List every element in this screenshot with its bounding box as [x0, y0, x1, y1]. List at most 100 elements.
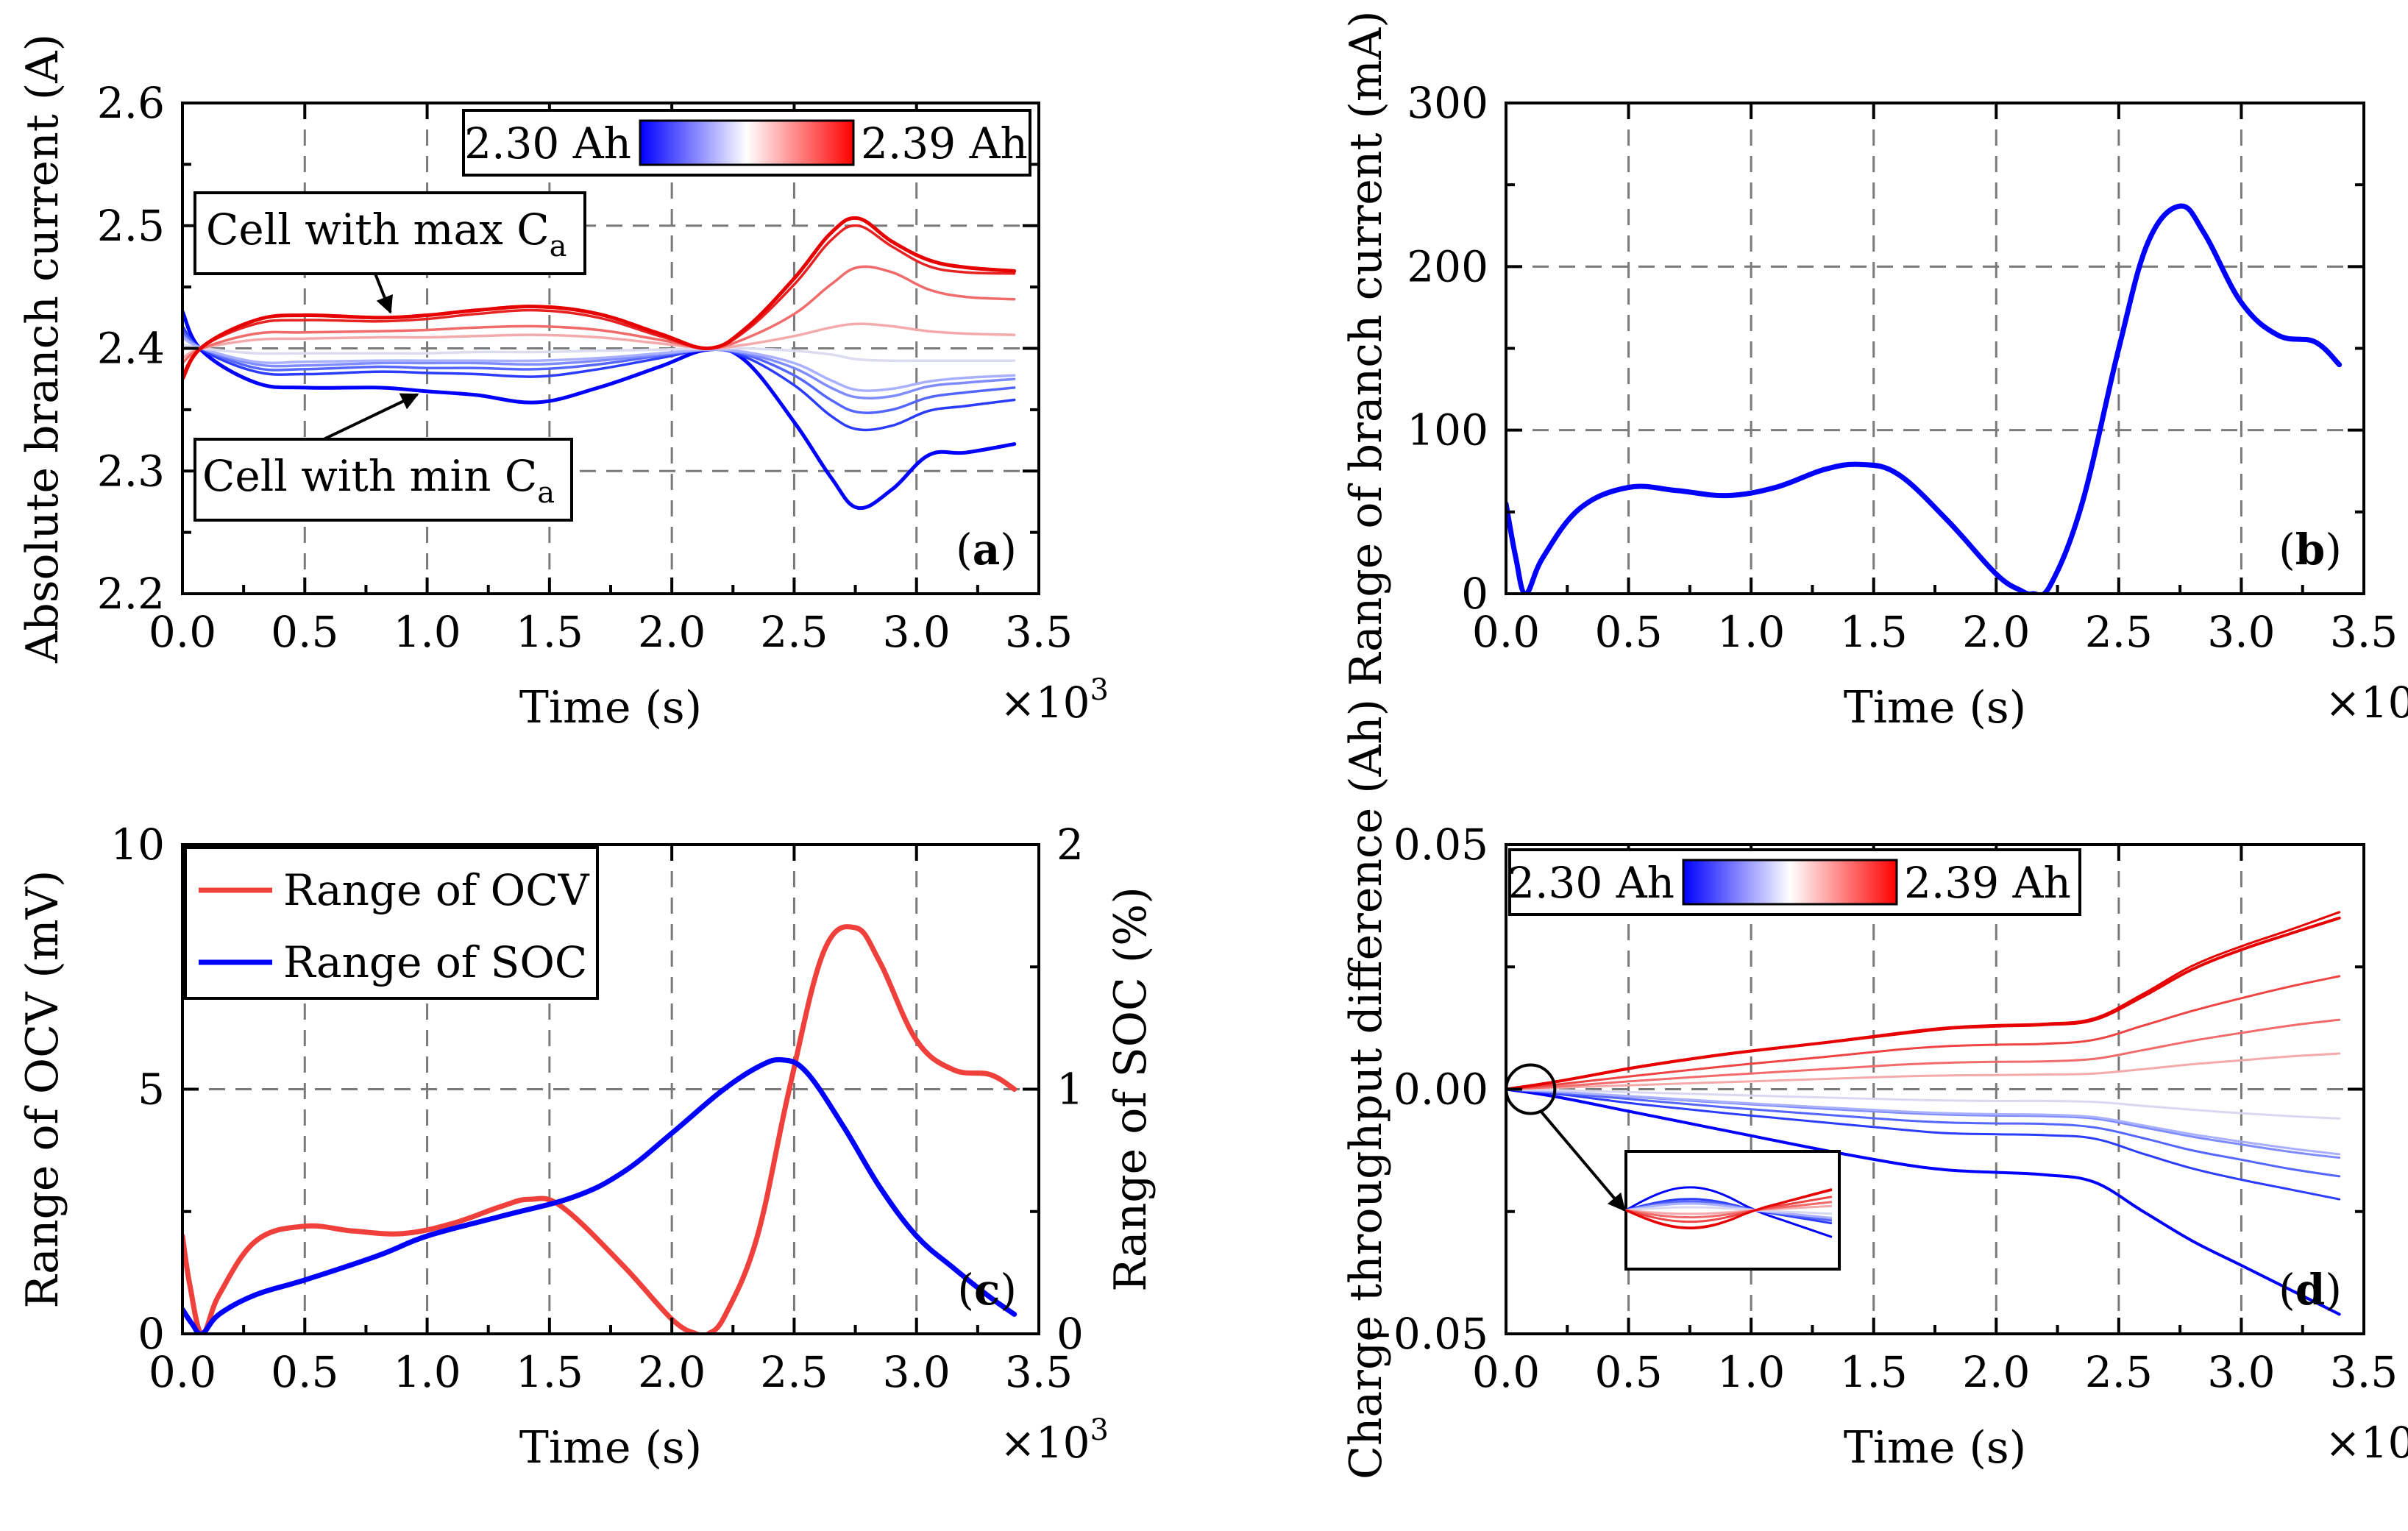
series-line-cell-6 [1506, 1088, 2341, 1120]
y-tick-label: 10 [110, 820, 165, 870]
x-tick-label: 0.0 [1472, 607, 1540, 657]
colorbar-min-label: 2.30 Ah [1507, 858, 1674, 908]
inset-series-line [1625, 1186, 1833, 1238]
series-line-range-of-ocv [182, 924, 1017, 1334]
annotation-max-text: Cell with max Ca [206, 205, 567, 263]
x-tick-label: 1.5 [516, 607, 583, 657]
x-tick-label: 1.5 [1840, 607, 1908, 657]
colorbar-min-label: 2.30 Ah [464, 118, 631, 168]
panel-label: (a) [956, 525, 1017, 575]
x-tick-label: 2.5 [2085, 607, 2153, 657]
inset-series-line [1625, 1206, 1833, 1215]
y-tick-label: 2.2 [97, 569, 165, 619]
x-tick-label: 2.5 [760, 1347, 828, 1397]
y-tick-label: 2.6 [97, 78, 165, 128]
inset-series-line [1625, 1196, 1833, 1223]
x-tick-label: 3.5 [1005, 607, 1073, 657]
zoom-inset [1624, 1150, 1841, 1271]
y-tick-label: 100 [1407, 405, 1488, 455]
colorbar-max-label: 2.39 Ah [861, 118, 1028, 168]
legend-box [184, 846, 599, 1000]
inset-series-line [1625, 1202, 1833, 1219]
x-tick-label: 0.5 [1594, 1347, 1662, 1397]
x-tick-label: 2.5 [760, 607, 828, 657]
y-tick-label: 0.00 [1393, 1065, 1488, 1115]
x-tick-label: 1.0 [1717, 607, 1785, 657]
x-tick-label: 2.0 [1962, 607, 2030, 657]
x-axis-multiplier: ×103 [1000, 673, 1109, 728]
y-axis-label: Range of OCV (mV) [17, 870, 68, 1309]
x-axis-multiplier: ×103 [2325, 1413, 2408, 1468]
x-tick-label: 1.0 [393, 1347, 461, 1397]
y-tick-label: 0 [1461, 569, 1488, 619]
series-line-cell-6 [182, 343, 1016, 363]
y-tick-label: −0.05 [1357, 1309, 1488, 1359]
y-axis-label: Absolute branch current (A) [17, 34, 68, 664]
series-line-cell-8 [182, 265, 1016, 365]
annotation-max-box [193, 191, 586, 275]
series-line-cell-5 [182, 335, 1016, 392]
x-tick-label: 3.0 [883, 1347, 951, 1397]
legend-entry: Range of OCV [283, 865, 590, 915]
x-axis-label: Time (s) [1844, 1422, 2026, 1474]
panel-b-chart: 0.0 0.5 1.0 1.5 2.0 2.5 3.0 3.5 0 100 200 300 Time (… [1340, 10, 2408, 733]
y-axis-label: Charge throughput difference (Ah) [1340, 699, 1392, 1480]
series-line-range-of-branch-current [1506, 203, 2343, 594]
colorbar-gradient [1682, 859, 1898, 906]
x-tick-label: 0.5 [271, 1347, 338, 1397]
zoom-arrow [1539, 1110, 1626, 1212]
y-tick-label: 300 [1407, 78, 1488, 128]
y-tick-label: 2.3 [97, 446, 165, 496]
series-line-cell-3 [182, 330, 1016, 414]
x-tick-label: 1.0 [393, 607, 461, 657]
legend-entry: Range of SOC [283, 937, 587, 987]
panel-label: (c) [957, 1265, 1017, 1315]
series-line-cell-9 [1506, 975, 2341, 1090]
x-tick-label: 0.0 [1472, 1347, 1540, 1397]
annotation-min-text: Cell with min Ca [202, 451, 555, 510]
x-axis-label: Time (s) [1844, 682, 2026, 733]
y-right-axis-label: Range of SOC (%) [1105, 887, 1157, 1291]
series-line-cell-10 [182, 216, 1017, 381]
x-tick-label: 3.0 [883, 607, 951, 657]
x-axis-multiplier: ×103 [2325, 673, 2408, 728]
x-tick-label: 0.0 [149, 1347, 216, 1397]
x-tick-label: 3.5 [1005, 1347, 1073, 1397]
series-line-cell-7 [182, 322, 1016, 360]
annotation-min-box [193, 438, 573, 522]
zoom-circle [1505, 1063, 1557, 1115]
x-tick-label: 1.0 [1717, 1347, 1785, 1397]
series-line-cell-5 [1506, 1088, 2341, 1156]
y-axis-label: Range of branch current (mA) [1340, 10, 1392, 686]
x-tick-label: 2.0 [638, 607, 706, 657]
x-tick-label: 0.5 [1594, 607, 1662, 657]
panel-a-chart: 0.0 0.5 1.0 1.5 2.0 2.5 3.0 3.5 2.2 2.3 2.4 2.5 2.6 T… [17, 34, 1109, 733]
x-axis-label: Time (s) [519, 682, 702, 733]
series-line-cell-1 [1506, 1087, 2341, 1316]
x-tick-label: 3.5 [2330, 607, 2398, 657]
inset-series-line [1625, 1187, 1833, 1230]
panel-label: (b) [2279, 525, 2342, 575]
y-right-tick-label: 2 [1056, 820, 1084, 870]
panel-d-chart: 0.0 0.5 1.0 1.5 2.0 2.5 3.0 3.5 −0.05 0.00 0.05 Tim… [1340, 699, 2408, 1480]
x-tick-label: 1.5 [516, 1347, 583, 1397]
series-line-cell-7 [1506, 1052, 2341, 1090]
y-tick-label: 5 [138, 1065, 165, 1115]
series-line-cell-4 [182, 333, 1016, 400]
series-line-cell-8 [1506, 1018, 2341, 1090]
x-tick-label: 0.5 [271, 607, 338, 657]
y-tick-label: 2.4 [97, 324, 165, 374]
colorbar-max-label: 2.39 Ah [1904, 858, 2071, 908]
x-tick-label: 0.0 [149, 607, 216, 657]
colorbar-gradient [639, 119, 855, 166]
x-tick-label: 2.0 [1962, 1347, 2030, 1397]
series-line-cell-1 [182, 310, 1017, 511]
x-tick-label: 2.0 [638, 1347, 706, 1397]
series-line-cell-9 [182, 224, 1016, 377]
y-tick-label: 200 [1407, 241, 1488, 291]
x-axis-label: Time (s) [519, 1422, 702, 1474]
y-tick-label: 0.05 [1393, 820, 1488, 870]
series-line-cell-3 [1506, 1088, 2341, 1178]
